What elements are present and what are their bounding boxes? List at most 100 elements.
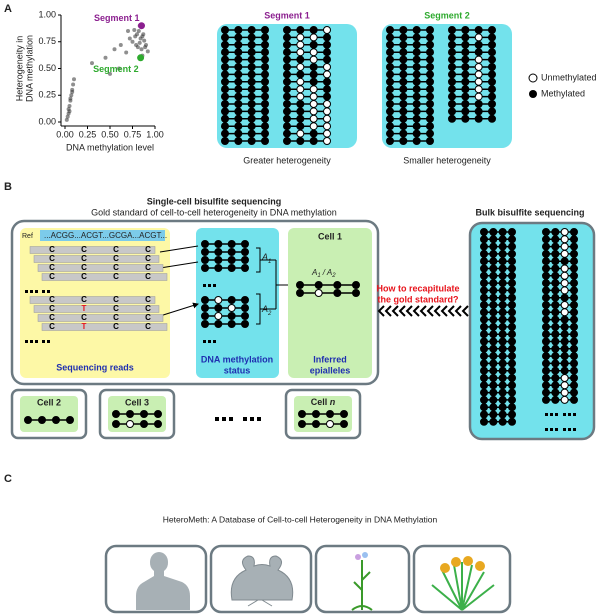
cpg — [314, 289, 323, 297]
cpg — [474, 48, 483, 57]
cpg — [154, 410, 162, 418]
highlight-point — [138, 22, 145, 30]
cpg — [570, 322, 578, 331]
cpg — [498, 308, 507, 317]
cpg — [221, 92, 229, 101]
cpg — [489, 359, 498, 368]
cpg — [498, 352, 507, 361]
cpg — [542, 257, 550, 266]
caption: Inferred — [313, 354, 347, 364]
cpg — [234, 85, 243, 94]
cpg — [323, 137, 331, 145]
base: C — [113, 245, 119, 254]
cpg — [312, 420, 320, 428]
cpg — [508, 257, 516, 266]
cpg — [489, 301, 498, 309]
y-tick-label: 0.50 — [38, 63, 56, 73]
cpg — [386, 40, 394, 49]
read — [41, 273, 168, 281]
cpg — [234, 40, 243, 49]
base: C — [113, 272, 119, 281]
cpg — [498, 388, 507, 397]
var: A — [261, 252, 268, 262]
plant-icon — [351, 560, 373, 611]
read — [29, 296, 156, 304]
cpg — [247, 40, 256, 49]
cpg — [488, 77, 496, 86]
point — [64, 117, 69, 122]
cpg — [412, 48, 421, 57]
cpg — [489, 388, 498, 397]
point — [132, 27, 137, 32]
title: HeteroMeth: A Database of Cell-to-cell H… — [163, 514, 438, 524]
cpg — [489, 242, 498, 251]
dot — [47, 290, 50, 293]
cpg — [461, 40, 470, 49]
cpg — [309, 77, 318, 86]
cpg — [551, 249, 560, 258]
cpg — [498, 242, 507, 251]
cpg — [542, 279, 550, 288]
cpg — [412, 33, 421, 42]
cpg — [399, 137, 408, 145]
caption: status — [224, 365, 251, 375]
cpg — [247, 26, 256, 34]
point — [124, 50, 129, 55]
chevron — [391, 305, 399, 317]
point — [72, 77, 76, 82]
cpg — [474, 63, 483, 71]
cpg — [261, 137, 269, 145]
ref-seq: ...ACGG...ACGT...GCGA...ACGT... — [44, 231, 167, 240]
cpg — [426, 48, 434, 57]
cpg — [461, 114, 470, 123]
cpg — [474, 100, 483, 108]
panel-label: C — [4, 473, 12, 485]
ref-bar — [40, 230, 165, 241]
cpg — [412, 77, 421, 86]
cpg — [261, 85, 269, 94]
base: T — [82, 322, 87, 331]
cpg — [560, 344, 569, 353]
cpg — [309, 63, 318, 71]
cpg — [298, 410, 306, 418]
cpg — [283, 40, 291, 49]
cpg — [426, 77, 434, 86]
cpg — [489, 417, 498, 426]
cpg — [508, 242, 516, 251]
cpg — [480, 286, 488, 295]
cpg — [296, 77, 305, 86]
cpg — [241, 240, 249, 248]
cpg — [560, 330, 569, 339]
cpg — [551, 388, 560, 397]
cpg — [508, 330, 516, 339]
cpg — [296, 129, 305, 138]
base: C — [145, 313, 151, 322]
cpg — [489, 235, 498, 244]
cpg — [474, 114, 483, 123]
cpg — [399, 70, 408, 79]
dot — [35, 290, 38, 293]
cpg — [480, 388, 488, 397]
cpg — [261, 114, 269, 123]
caption: epialleles — [310, 365, 351, 375]
cpg — [551, 366, 560, 375]
cpg — [221, 26, 229, 34]
cpg — [508, 286, 516, 295]
cpg — [489, 374, 498, 382]
base: C — [113, 304, 119, 313]
cpg — [283, 122, 291, 131]
cpg — [542, 330, 550, 339]
dot — [35, 340, 38, 343]
cpg — [542, 293, 550, 302]
cpg — [480, 410, 488, 419]
cpg — [448, 77, 456, 86]
cpg — [296, 114, 305, 123]
cpg — [498, 337, 507, 346]
y-tick-label: 0.75 — [38, 36, 56, 46]
cpg — [508, 315, 516, 324]
cpg — [234, 77, 243, 86]
cpg — [412, 114, 421, 123]
base: C — [145, 322, 151, 331]
cpg — [261, 63, 269, 71]
cpg — [386, 55, 394, 64]
